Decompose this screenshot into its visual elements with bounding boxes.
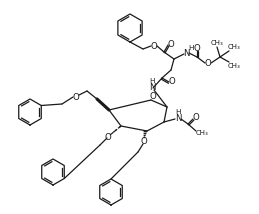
Text: O: O <box>193 113 199 122</box>
Text: N: N <box>183 49 189 58</box>
Text: H: H <box>188 45 194 51</box>
Text: O: O <box>169 77 175 86</box>
Text: O: O <box>205 58 211 67</box>
Text: O: O <box>151 42 157 51</box>
Text: N: N <box>175 113 181 122</box>
Text: H: H <box>175 109 181 115</box>
Text: CH₃: CH₃ <box>228 44 240 50</box>
Text: N: N <box>149 83 155 92</box>
Text: O: O <box>105 132 111 141</box>
Text: H: H <box>149 78 155 84</box>
Text: O: O <box>168 40 174 49</box>
Text: CH₃: CH₃ <box>196 130 208 136</box>
Text: CH₃: CH₃ <box>211 40 223 46</box>
Text: O: O <box>150 92 156 101</box>
Text: O: O <box>73 92 79 101</box>
Text: O: O <box>194 43 200 52</box>
Text: O: O <box>141 138 147 147</box>
Text: CH₃: CH₃ <box>228 63 240 69</box>
